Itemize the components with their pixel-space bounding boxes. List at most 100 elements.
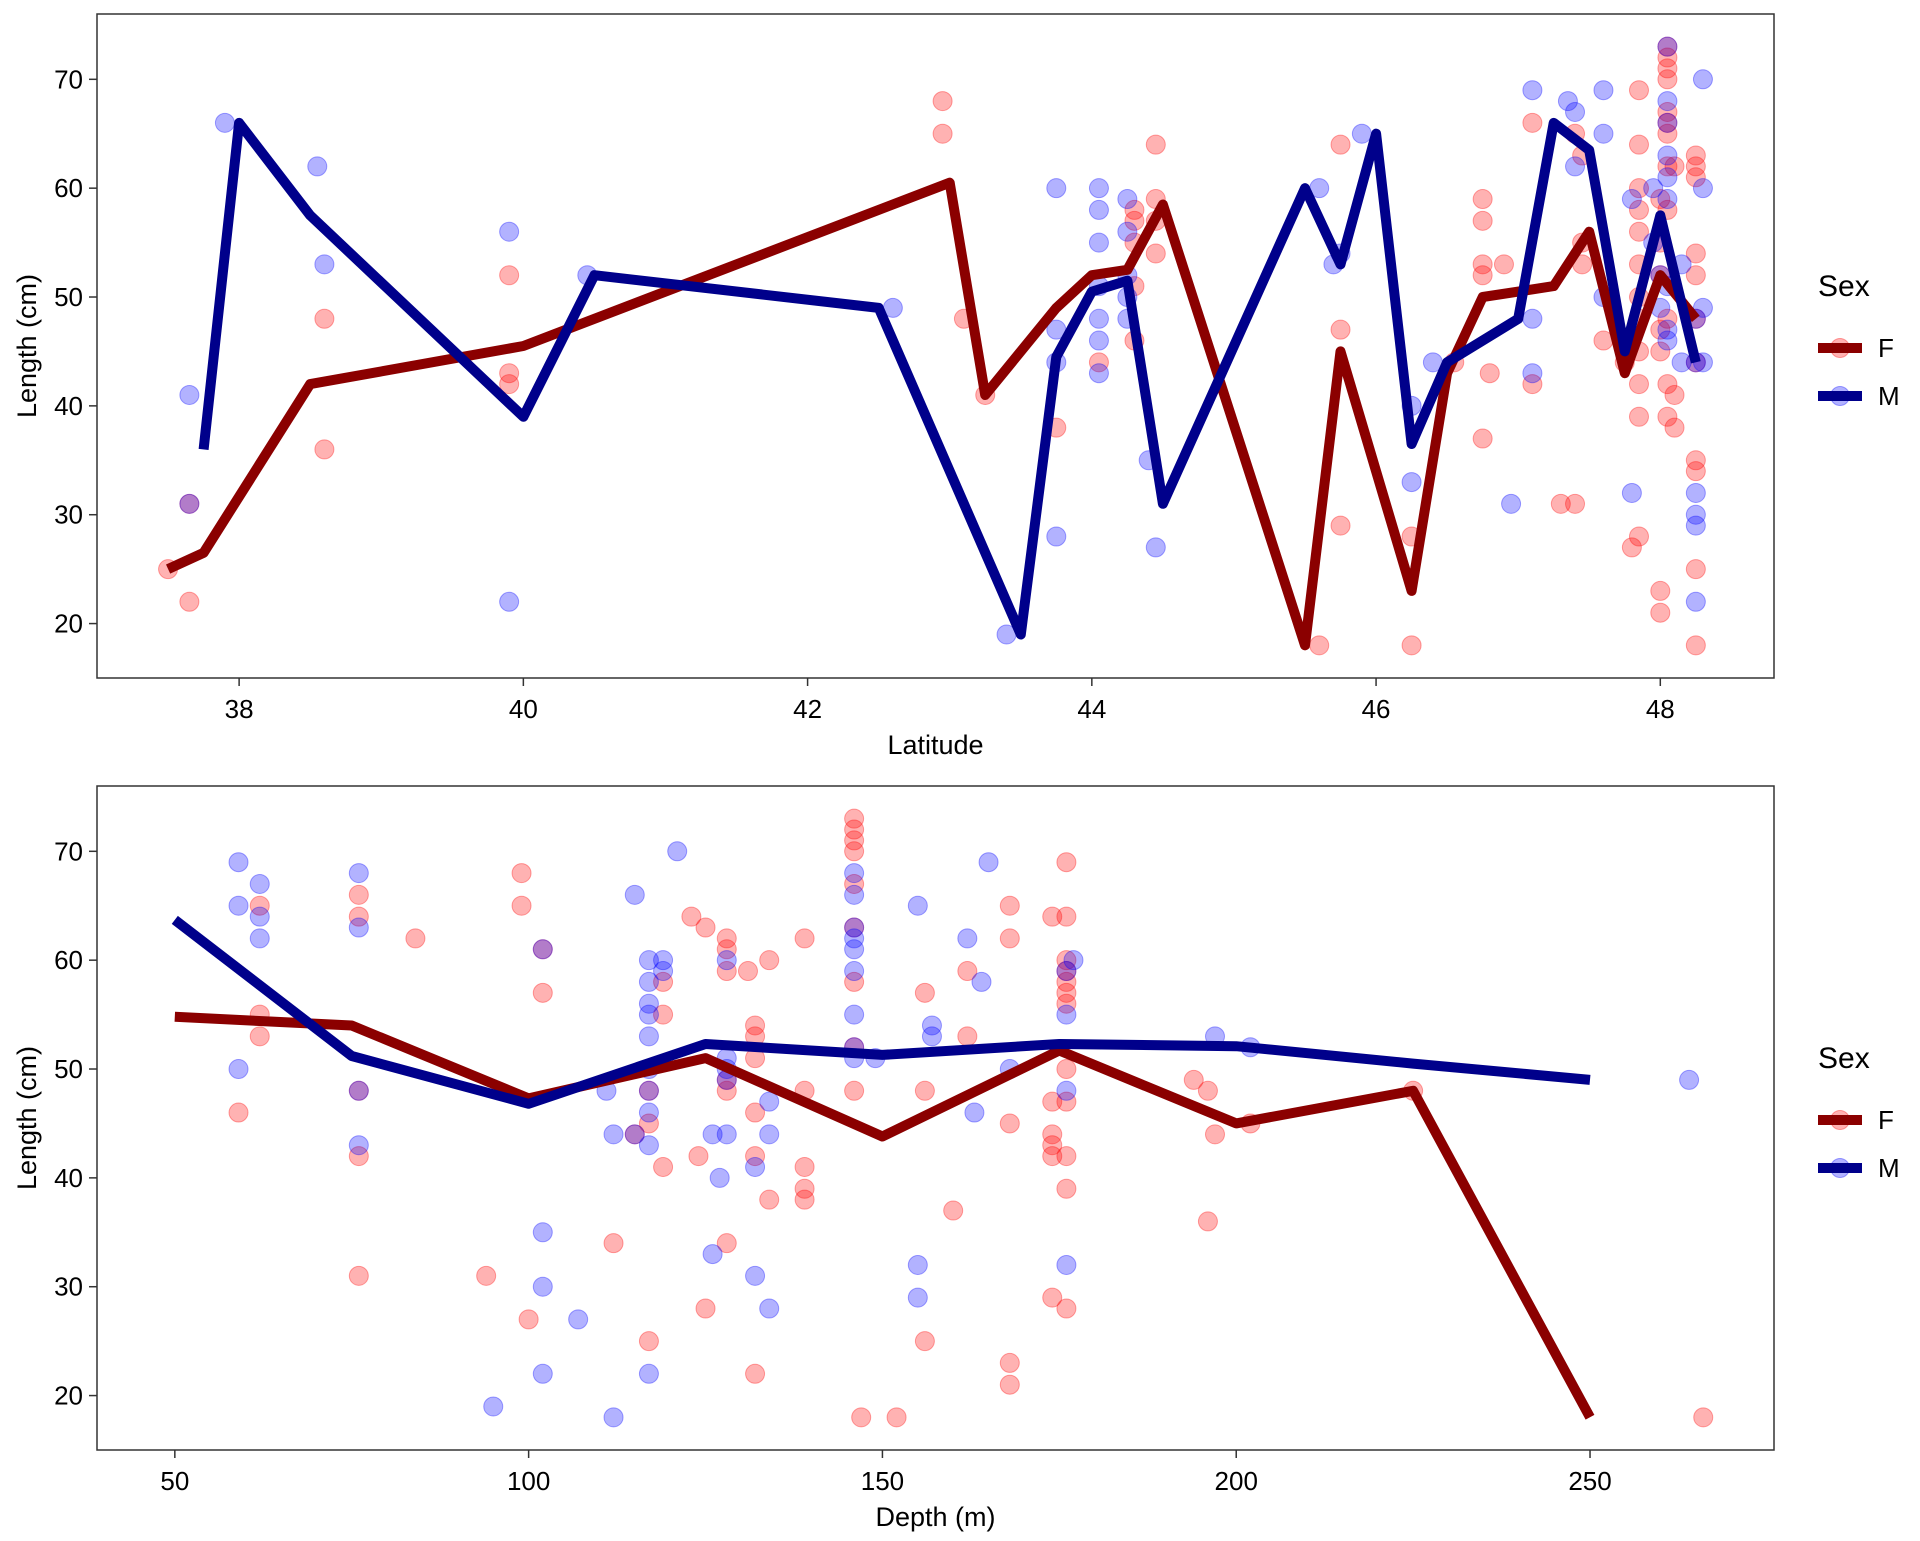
data-point-F <box>844 917 865 938</box>
data-point-M <box>1088 363 1109 384</box>
data-point-M <box>1351 123 1372 144</box>
data-point-F <box>695 1298 716 1319</box>
data-point-F <box>249 895 270 916</box>
y-tick-label: 40 <box>54 1163 83 1193</box>
data-point-F <box>886 1407 907 1428</box>
data-point-M <box>179 384 200 405</box>
data-point-F <box>794 1178 815 1199</box>
data-point-F <box>1628 178 1649 199</box>
data-point-M <box>603 1124 624 1145</box>
data-point-M <box>921 1026 942 1047</box>
data-point-F <box>1685 145 1706 166</box>
data-point-F <box>844 971 865 992</box>
data-point-M <box>844 961 865 982</box>
data-point-F <box>314 439 335 460</box>
data-point-M <box>1117 189 1138 210</box>
data-point-M <box>1643 178 1664 199</box>
legend-label-F: F <box>1878 333 1894 363</box>
data-point-F <box>794 1156 815 1177</box>
x-tick-label: 42 <box>793 694 822 724</box>
chart-panel-2: 20 30 40 50 60 70 50 100 150 200 250 Depth (m) Lengt… <box>12 785 1900 1532</box>
data-point-M <box>964 1102 985 1123</box>
data-point-F <box>759 950 780 971</box>
data-point-F <box>932 91 953 112</box>
data-point-F <box>943 1200 964 1221</box>
data-point-M <box>532 1363 553 1384</box>
data-point-F <box>957 961 978 982</box>
data-point-F <box>1628 80 1649 101</box>
data-point-F <box>1628 406 1649 427</box>
data-point-M <box>1046 526 1067 547</box>
data-point-F <box>1183 1069 1204 1090</box>
x-tick-label: 250 <box>1568 1466 1611 1496</box>
data-point-M <box>759 1091 780 1112</box>
data-point-F <box>1657 58 1678 79</box>
data-point-M <box>249 906 270 927</box>
data-point-F <box>405 928 426 949</box>
data-point-F <box>511 895 532 916</box>
y-tick-label: 70 <box>54 836 83 866</box>
data-point-M <box>638 1004 659 1025</box>
data-point-M <box>1063 950 1084 971</box>
data-point-F <box>1056 1146 1077 1167</box>
x-tick-label: 38 <box>225 694 254 724</box>
data-point-M <box>1657 330 1678 351</box>
data-point-F <box>1657 123 1678 144</box>
data-point-F <box>1685 243 1706 264</box>
data-point-F <box>348 1265 369 1286</box>
data-point-M <box>638 1135 659 1156</box>
data-point-M <box>348 863 369 884</box>
data-point-F <box>851 1407 872 1428</box>
data-point-F <box>1664 417 1685 438</box>
data-point-M <box>1692 297 1713 318</box>
data-point-F <box>759 1189 780 1210</box>
data-point-F <box>518 1309 539 1330</box>
data-point-F <box>603 1233 624 1254</box>
data-point-M <box>745 1156 766 1177</box>
data-point-M <box>907 895 928 916</box>
chart-panel-1: 20 30 40 50 60 70 38 40 42 44 46 48 Latitude Length (… <box>12 13 1900 760</box>
data-point-F <box>1056 1178 1077 1199</box>
data-point-F <box>999 1113 1020 1134</box>
data-point-F <box>1664 156 1685 177</box>
plot-panel-border <box>96 785 1775 1451</box>
x-tick-label: 46 <box>1362 694 1391 724</box>
data-point-F <box>1628 526 1649 547</box>
data-point-F <box>653 1004 674 1025</box>
data-point-M <box>1565 156 1586 177</box>
data-point-F <box>1657 101 1678 122</box>
data-point-F <box>999 1352 1020 1373</box>
data-point-M <box>1088 199 1109 220</box>
y-axis-title: Length (cm) <box>12 1046 42 1190</box>
data-point-F <box>511 863 532 884</box>
data-point-F <box>1145 134 1166 155</box>
data-point-M <box>759 1298 780 1319</box>
data-point-F <box>1650 341 1671 362</box>
data-point-M <box>1685 482 1706 503</box>
data-point-M <box>1522 363 1543 384</box>
data-point-F <box>999 1374 1020 1395</box>
data-point-F <box>1657 406 1678 427</box>
data-point-M <box>638 971 659 992</box>
data-point-F <box>1042 1146 1063 1167</box>
data-point-M <box>1501 493 1522 514</box>
data-point-M <box>499 221 520 242</box>
data-point-F <box>1088 352 1109 373</box>
data-point-F <box>1685 167 1706 188</box>
data-point-F <box>1621 537 1642 558</box>
data-point-M <box>1522 308 1543 329</box>
data-point-F <box>348 906 369 927</box>
data-point-F <box>1664 384 1685 405</box>
data-point-M <box>1657 36 1678 57</box>
y-tick-label: 60 <box>54 945 83 975</box>
data-point-F <box>1685 156 1706 177</box>
x-tick-label: 44 <box>1077 694 1106 724</box>
data-point-M <box>214 112 235 133</box>
data-point-F <box>999 895 1020 916</box>
data-point-M <box>638 993 659 1014</box>
plot-panel-border <box>96 13 1775 679</box>
data-point-F <box>1197 1211 1218 1232</box>
data-point-F <box>1042 1287 1063 1308</box>
data-point-F <box>1472 189 1493 210</box>
